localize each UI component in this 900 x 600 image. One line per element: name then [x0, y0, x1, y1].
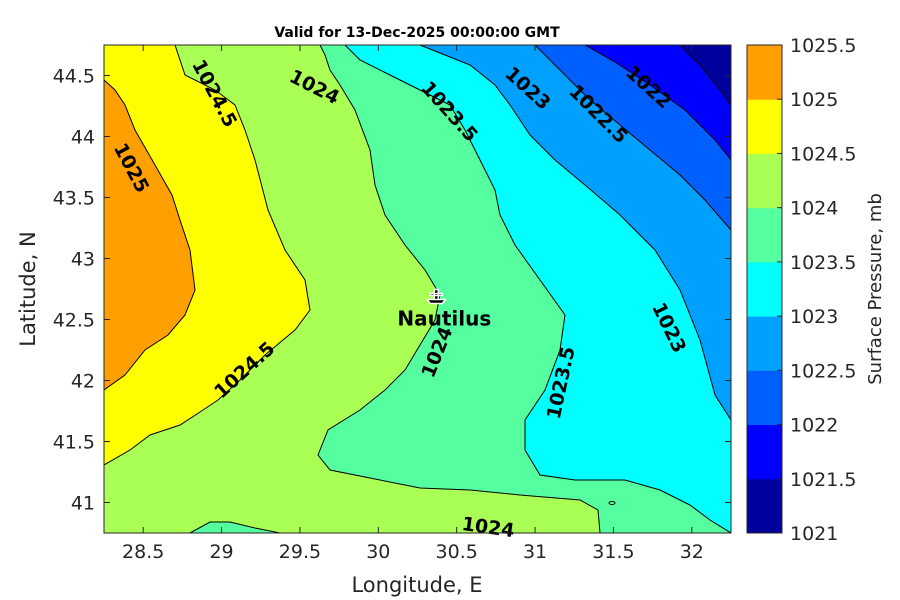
x-tick-label: 30.5 [436, 541, 478, 563]
colorbar-tick-label: 1025 [790, 89, 838, 111]
y-tick-label: 41 [71, 493, 95, 515]
annotations: Nautilus [397, 288, 491, 331]
y-tick-label: 43 [71, 249, 95, 271]
annotation-label: Nautilus [397, 307, 491, 331]
colorbar-tick-label: 1023.5 [790, 252, 856, 274]
colorbar-tick-label: 1023 [790, 306, 838, 328]
colorbar-label: Surface Pressure, mb [865, 193, 886, 385]
y-tick-label: 41.5 [53, 432, 95, 454]
plot-frame [103, 44, 732, 534]
x-tick-label: 29 [209, 541, 233, 563]
colorbar: 1021 1021.5 1022 1022.5 1023 1023.5 1024 1024.5… [746, 35, 856, 545]
x-axis-label: Longitude, E [351, 573, 482, 597]
region-1021-5 [585, 45, 731, 160]
colorbar-segment [747, 99, 782, 154]
colorbar-tick-label: 1021 [790, 523, 838, 545]
colorbar-frame [746, 44, 783, 534]
y-tick-label: 43.5 [53, 188, 95, 210]
y-tick-label: 42 [71, 371, 95, 393]
colorbar-tick-label: 1022.5 [790, 360, 856, 382]
region-1021 [680, 45, 731, 105]
colorbar-segment [747, 153, 782, 209]
colorbar-segment [747, 45, 782, 100]
y-axis-label: Latitude, N [16, 231, 40, 347]
x-axis-ticks: 28.5 29 29.5 30 30.5 31 31.5 32 [122, 45, 704, 563]
region-1025 [104, 80, 195, 390]
colorbar-segment [747, 370, 782, 426]
x-tick-label: 31.5 [592, 541, 634, 563]
region-1023 [345, 45, 731, 533]
colorbar-segment [747, 424, 782, 480]
x-tick-label: 29.5 [279, 541, 321, 563]
y-tick-label: 42.5 [53, 310, 95, 332]
colorbar-tick-label: 1024 [790, 198, 838, 220]
region-1024-5 [104, 45, 310, 465]
x-tick-label: 30 [366, 541, 390, 563]
ship-icon [425, 288, 447, 305]
colorbar-tick-label: 1025.5 [790, 35, 856, 57]
y-axis-ticks: 41 41.5 42 42.5 43 43.5 44 44.5 [53, 66, 731, 515]
colorbar-segment [747, 478, 782, 534]
colorbar-tick-label: 1022 [790, 415, 838, 437]
ship-marker [425, 288, 447, 305]
y-tick-label: 44.5 [53, 66, 95, 88]
region-1023-5-bump [190, 522, 280, 533]
x-tick-label: 32 [680, 541, 704, 563]
contour-lines [104, 45, 731, 533]
contour-fill-group [104, 45, 731, 533]
colorbar-tick-label: 1024.5 [790, 143, 856, 165]
chart-title: Valid for 13-Dec-2025 00:00:00 GMT [274, 25, 560, 41]
colorbar-segment [747, 261, 782, 317]
colorbar-tick-label: 1021.5 [790, 469, 856, 491]
y-tick-label: 44 [71, 127, 95, 149]
colorbar-segment [747, 316, 782, 371]
x-tick-label: 31 [523, 541, 547, 563]
colorbar-segment [747, 207, 782, 263]
x-tick-label: 28.5 [122, 541, 164, 563]
